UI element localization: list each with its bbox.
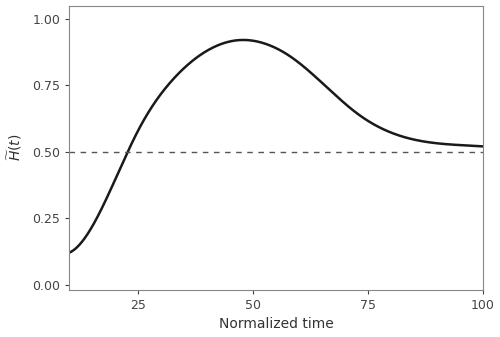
X-axis label: Normalized time: Normalized time: [218, 317, 334, 332]
Y-axis label: $\widetilde{H}(t)$: $\widetilde{H}(t)$: [6, 134, 24, 161]
